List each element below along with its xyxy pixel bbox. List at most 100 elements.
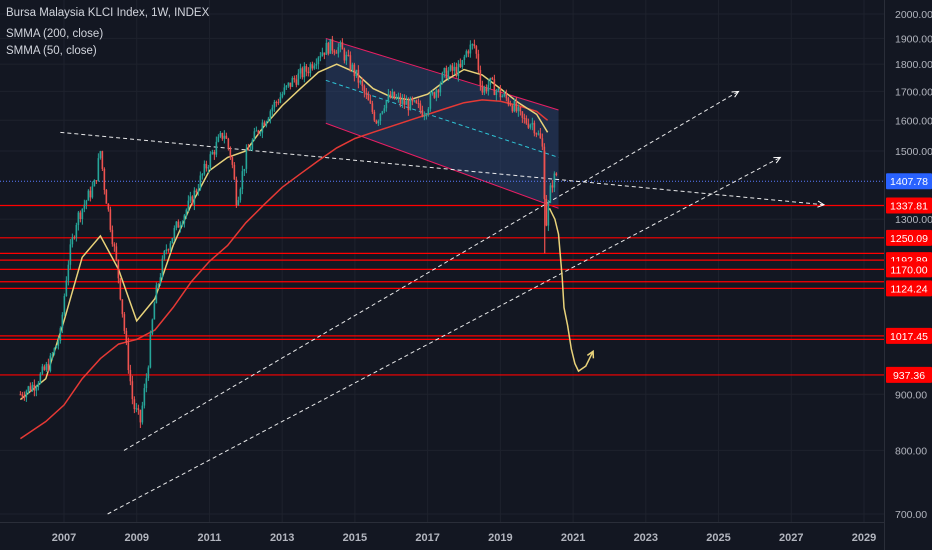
y-tick-label: 1800.00 bbox=[895, 59, 932, 71]
candle-body bbox=[105, 189, 108, 204]
candle bbox=[397, 92, 400, 103]
candle-body bbox=[479, 70, 482, 86]
candle-body bbox=[413, 100, 416, 102]
level-label-bg bbox=[886, 261, 932, 278]
candle bbox=[485, 84, 488, 94]
level-label: 937.36 bbox=[893, 370, 925, 382]
smma50-line bbox=[19, 63, 549, 401]
candle bbox=[541, 133, 544, 151]
candle bbox=[517, 104, 520, 117]
candle-body bbox=[503, 93, 506, 96]
trendline-arrow bbox=[773, 156, 782, 164]
candle-body bbox=[215, 141, 218, 155]
candle-body bbox=[373, 111, 376, 121]
candle-body bbox=[459, 63, 462, 67]
candle-body bbox=[203, 163, 206, 174]
candle bbox=[439, 81, 442, 97]
candle-body bbox=[157, 284, 160, 286]
candle bbox=[537, 130, 540, 136]
candle bbox=[377, 119, 380, 127]
candle-body bbox=[277, 102, 280, 104]
candle-body bbox=[377, 121, 380, 124]
candle-body bbox=[45, 363, 48, 370]
indicator-smma50-label[interactable]: SMMA (50, close) bbox=[6, 45, 97, 57]
candle bbox=[129, 364, 132, 386]
x-tick-label: 2023 bbox=[634, 532, 658, 544]
candle bbox=[385, 100, 388, 112]
candle-body bbox=[305, 66, 308, 72]
candle bbox=[551, 180, 554, 193]
candle-body bbox=[331, 39, 334, 51]
candle-body bbox=[395, 97, 398, 99]
candle-body bbox=[99, 151, 102, 159]
candle-body bbox=[177, 221, 180, 228]
candle-body bbox=[65, 280, 68, 296]
candle bbox=[471, 43, 474, 50]
candle-body bbox=[55, 345, 58, 349]
candle bbox=[193, 187, 196, 211]
candle-body bbox=[309, 64, 312, 74]
candle bbox=[467, 49, 470, 58]
candle bbox=[271, 104, 274, 117]
candle bbox=[495, 88, 498, 101]
chart-grid bbox=[0, 0, 884, 522]
projection-path bbox=[548, 207, 594, 373]
candle bbox=[213, 149, 216, 160]
candle-body bbox=[529, 124, 532, 128]
chart-title[interactable]: Bursa Malaysia KLCI Index, 1W, INDEX bbox=[6, 7, 210, 19]
candle bbox=[215, 136, 218, 158]
candle-body bbox=[295, 79, 298, 85]
candle-body bbox=[97, 158, 100, 181]
candle bbox=[55, 345, 58, 349]
candle bbox=[423, 111, 426, 121]
candle bbox=[75, 222, 78, 242]
candle bbox=[57, 337, 60, 350]
candle bbox=[333, 49, 336, 56]
candle-body bbox=[507, 98, 510, 105]
candle-body bbox=[301, 68, 304, 78]
candle bbox=[275, 100, 278, 107]
candle bbox=[337, 43, 340, 58]
candle bbox=[89, 186, 92, 202]
candle bbox=[281, 91, 284, 99]
candle bbox=[159, 273, 162, 286]
x-tick-label: 2019 bbox=[488, 532, 512, 544]
candle-body bbox=[69, 244, 72, 265]
candle bbox=[487, 79, 490, 96]
candle-body bbox=[217, 136, 220, 142]
candle bbox=[443, 67, 446, 78]
candle-body bbox=[345, 54, 348, 61]
indicator-smma200-label[interactable]: SMMA (200, close) bbox=[6, 28, 104, 40]
candle bbox=[449, 64, 452, 72]
candle bbox=[395, 94, 398, 101]
candle bbox=[263, 120, 266, 127]
candle-body bbox=[289, 82, 292, 87]
candle bbox=[143, 383, 146, 409]
candle bbox=[147, 365, 150, 381]
candle bbox=[491, 76, 494, 80]
candle-body bbox=[469, 44, 472, 54]
candle bbox=[237, 196, 240, 206]
candle-body bbox=[85, 200, 88, 205]
x-tick-label: 2015 bbox=[343, 532, 367, 544]
candle bbox=[217, 134, 220, 143]
candle bbox=[255, 126, 258, 132]
candle bbox=[529, 123, 532, 130]
candle bbox=[319, 52, 322, 62]
candle-body bbox=[41, 366, 44, 374]
candle-body bbox=[527, 123, 530, 128]
candle bbox=[533, 120, 536, 137]
candle-body bbox=[343, 49, 346, 61]
candle-body bbox=[403, 99, 406, 105]
candle bbox=[21, 391, 24, 400]
candle-body bbox=[417, 103, 420, 105]
candle-body bbox=[447, 70, 450, 79]
candle bbox=[221, 132, 224, 141]
candle-body bbox=[415, 100, 418, 104]
candle-body bbox=[171, 237, 174, 244]
candle-body bbox=[119, 278, 122, 300]
candle-body bbox=[103, 168, 106, 190]
candle bbox=[297, 69, 300, 86]
candle-body bbox=[223, 135, 226, 139]
